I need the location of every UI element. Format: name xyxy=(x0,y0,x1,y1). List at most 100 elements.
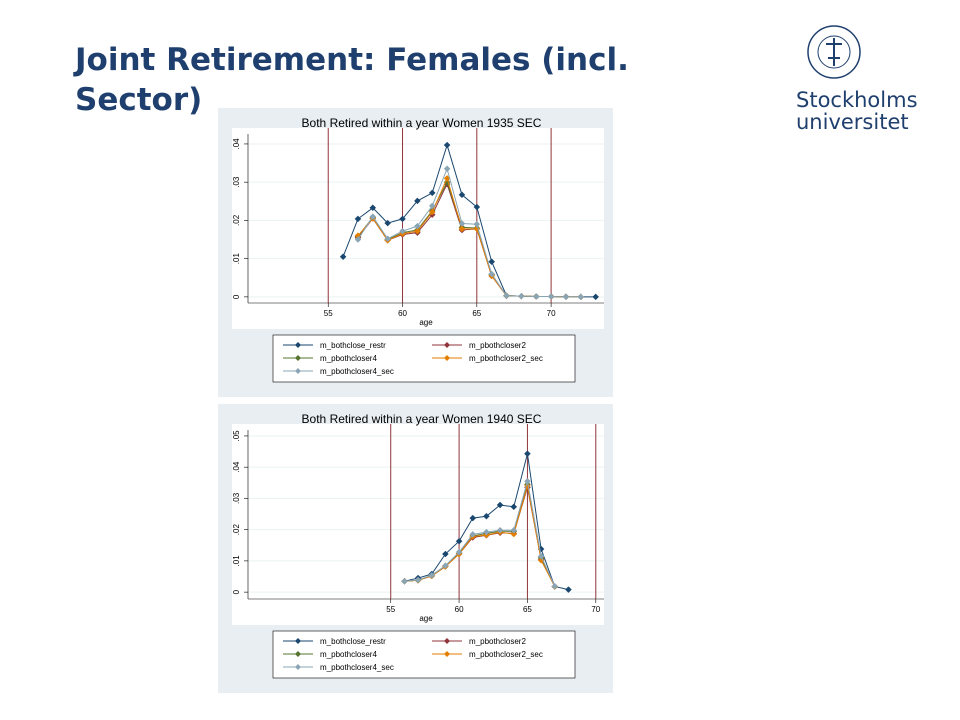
marker xyxy=(442,562,449,569)
legend-label: m_pbothcloser4_sec xyxy=(320,367,394,376)
logo-emblem-mark xyxy=(826,38,842,66)
series-line xyxy=(357,167,581,298)
marker xyxy=(443,165,451,173)
legend-label: m_pbothcloser2 xyxy=(469,341,526,350)
marker xyxy=(455,537,463,545)
marker xyxy=(369,204,377,212)
marker xyxy=(354,236,362,243)
legend xyxy=(272,630,576,679)
x-tick-label: 65 xyxy=(523,605,532,614)
marker xyxy=(496,501,504,509)
marker xyxy=(401,577,408,585)
marker xyxy=(414,197,421,205)
y-tick-label: .02 xyxy=(232,214,241,226)
marker xyxy=(503,292,510,300)
marker xyxy=(414,576,422,584)
marker xyxy=(510,503,518,511)
x-tick-label: 65 xyxy=(472,309,481,318)
marker xyxy=(428,189,436,197)
chart-title: Both Retired within a year Women 1940 SE… xyxy=(302,412,542,426)
marker xyxy=(458,220,466,227)
legend-label: m_pbothcloser4 xyxy=(320,650,377,659)
legend-label: m_pbothcloser4_sec xyxy=(320,663,394,672)
marker xyxy=(414,227,421,235)
logo-emblem-inner xyxy=(817,35,851,69)
marker xyxy=(399,227,406,235)
marker xyxy=(339,253,347,261)
marker xyxy=(524,450,531,458)
marker xyxy=(562,293,570,301)
marker xyxy=(354,215,362,223)
legend-key-marker xyxy=(295,664,301,670)
marker xyxy=(510,526,518,534)
x-tick-label: 55 xyxy=(386,605,395,614)
y-tick-label: 0 xyxy=(232,589,241,594)
marker xyxy=(577,293,585,301)
marker xyxy=(518,292,525,300)
x-tick-label: 70 xyxy=(547,309,556,318)
logo-text: Stockholms xyxy=(796,88,918,112)
x-axis-label: age xyxy=(419,318,433,327)
marker xyxy=(473,203,481,211)
plot-region xyxy=(232,424,604,625)
y-tick-label: .05 xyxy=(232,430,241,442)
marker xyxy=(455,548,463,556)
marker xyxy=(565,586,572,593)
marker xyxy=(547,293,555,300)
marker xyxy=(537,552,545,560)
x-axis-label: age xyxy=(419,614,433,623)
marker xyxy=(443,141,451,149)
y-tick-label: .03 xyxy=(232,176,241,188)
marker xyxy=(510,530,518,538)
legend-label: m_bothclose_restr xyxy=(320,637,386,646)
y-tick-label: .02 xyxy=(232,524,241,536)
marker xyxy=(384,235,392,243)
marker xyxy=(532,293,540,300)
legend-key-marker xyxy=(295,342,301,348)
marker xyxy=(483,528,490,536)
marker xyxy=(414,222,421,230)
y-tick-label: .04 xyxy=(232,138,241,150)
x-tick-label: 70 xyxy=(591,605,600,614)
legend-label: m_bothclose_restr xyxy=(320,341,386,350)
logo-text: universitet xyxy=(796,110,909,134)
legend-key-marker xyxy=(295,651,301,657)
marker xyxy=(537,556,545,564)
logo: Stockholms universitet xyxy=(796,25,918,134)
y-tick-label: .04 xyxy=(232,461,241,473)
legend xyxy=(272,334,576,383)
legend-label: m_pbothcloser2_sec xyxy=(469,354,543,363)
legend-key-marker xyxy=(295,368,301,374)
x-tick-label: 60 xyxy=(455,605,464,614)
slide-title: Joint Retirement: Females (incl. Sector) xyxy=(75,42,629,119)
marker xyxy=(496,526,504,534)
marker xyxy=(428,208,436,216)
legend-key-marker xyxy=(295,355,301,361)
x-tick-label: 60 xyxy=(398,309,407,318)
marker xyxy=(473,225,481,233)
y-tick-label: .03 xyxy=(232,492,241,504)
marker xyxy=(458,225,466,233)
marker xyxy=(488,270,496,278)
legend-key-marker xyxy=(295,638,301,644)
legend-key-marker xyxy=(444,342,450,348)
marker xyxy=(369,213,377,220)
marker xyxy=(469,514,477,522)
x-tick-label: 55 xyxy=(324,309,333,318)
legend-label: m_pbothcloser2 xyxy=(469,637,526,646)
legend-key-marker xyxy=(444,651,450,657)
marker xyxy=(399,215,406,223)
marker xyxy=(469,530,477,538)
marker xyxy=(442,550,449,558)
marker xyxy=(428,202,436,210)
marker xyxy=(428,571,436,579)
legend-label: m_pbothcloser4 xyxy=(320,354,377,363)
chart-title: Both Retired within a year Women 1935 SE… xyxy=(302,116,542,130)
marker xyxy=(458,191,466,199)
marker xyxy=(592,293,600,301)
marker xyxy=(483,512,490,520)
chart: Both Retired within a year Women 1940 SE… xyxy=(218,404,613,693)
marker xyxy=(551,582,559,590)
y-tick-label: 0 xyxy=(232,294,241,299)
